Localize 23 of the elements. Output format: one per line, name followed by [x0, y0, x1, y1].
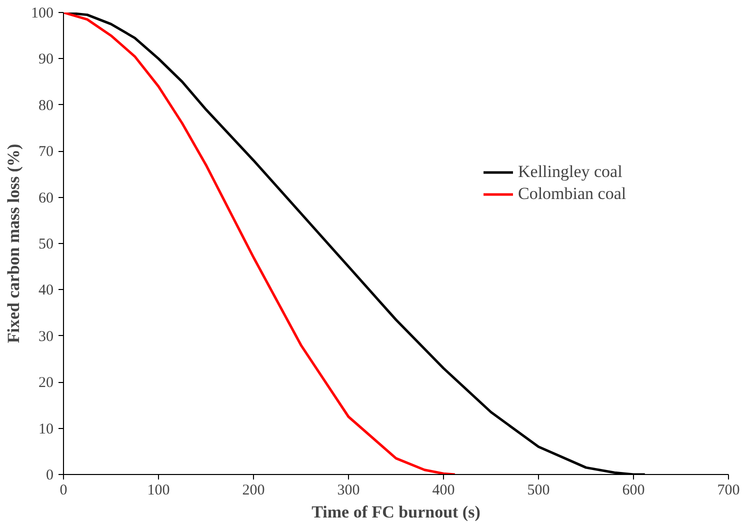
legend-label: Kellingley coal [518, 162, 622, 182]
x-tick-label: 600 [622, 482, 645, 498]
x-tick-label: 500 [527, 482, 550, 498]
y-tick-label: 10 [38, 421, 54, 438]
y-tick-label: 60 [38, 190, 54, 206]
y-axis-title: Fixed carbon mass loss (%) [4, 144, 23, 344]
x-tick-label: 700 [717, 482, 740, 498]
x-tick-label: 100 [147, 482, 170, 498]
y-tick-label: 40 [38, 282, 54, 299]
x-tick-label: 200 [242, 482, 265, 498]
y-tick-label: 0 [46, 468, 54, 484]
y-tick-label: 100 [31, 6, 54, 22]
y-tick-label: 70 [38, 144, 54, 160]
legend-label: Colombian coal [518, 184, 626, 204]
y-tick-label: 90 [38, 52, 54, 68]
x-tick-label: 300 [337, 482, 360, 498]
y-tick-label: 30 [38, 328, 54, 345]
y-tick-label: 50 [38, 236, 54, 252]
y-tick-label: 80 [38, 98, 54, 114]
x-axis-title: Time of FC burnout (s) [312, 502, 480, 522]
x-tick-label: 0 [60, 482, 68, 498]
x-tick-label: 400 [432, 482, 455, 498]
y-tick-label: 20 [38, 375, 54, 392]
